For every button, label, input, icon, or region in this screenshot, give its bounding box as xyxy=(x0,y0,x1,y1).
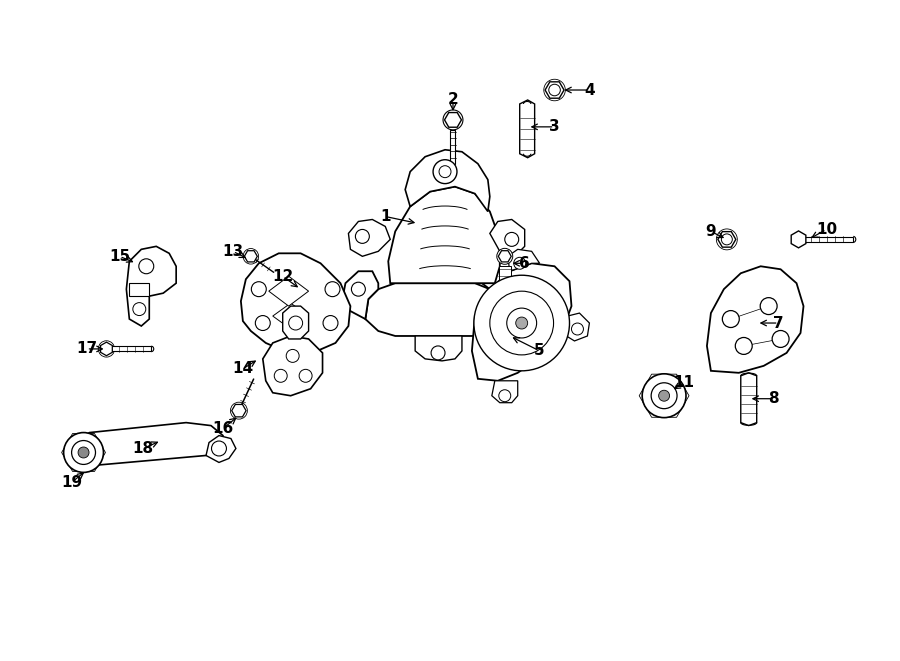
Circle shape xyxy=(544,79,565,100)
Polygon shape xyxy=(741,373,757,426)
Polygon shape xyxy=(130,283,149,296)
Polygon shape xyxy=(451,130,455,164)
Polygon shape xyxy=(491,381,518,403)
Text: 7: 7 xyxy=(773,315,784,330)
Text: 19: 19 xyxy=(61,475,82,490)
Circle shape xyxy=(243,249,258,264)
Text: 18: 18 xyxy=(132,441,154,456)
Polygon shape xyxy=(519,100,535,158)
Circle shape xyxy=(474,275,570,371)
Polygon shape xyxy=(273,303,309,329)
Text: 12: 12 xyxy=(272,269,293,284)
Circle shape xyxy=(289,316,302,330)
Polygon shape xyxy=(348,219,391,256)
Circle shape xyxy=(212,441,227,456)
Circle shape xyxy=(433,160,457,184)
Circle shape xyxy=(431,346,445,360)
Text: 14: 14 xyxy=(232,362,254,376)
Text: 17: 17 xyxy=(76,342,97,356)
Polygon shape xyxy=(405,150,490,212)
Circle shape xyxy=(323,315,338,330)
Polygon shape xyxy=(126,247,176,326)
Polygon shape xyxy=(415,336,462,361)
Circle shape xyxy=(133,303,146,315)
Circle shape xyxy=(64,432,104,473)
Circle shape xyxy=(643,374,686,418)
Polygon shape xyxy=(472,263,572,381)
Polygon shape xyxy=(69,422,223,469)
Text: 1: 1 xyxy=(380,209,391,224)
Circle shape xyxy=(256,315,270,330)
Text: 13: 13 xyxy=(222,244,244,259)
Polygon shape xyxy=(482,271,519,319)
Circle shape xyxy=(549,84,561,96)
Text: 11: 11 xyxy=(673,375,695,390)
Text: 10: 10 xyxy=(815,222,837,237)
Circle shape xyxy=(505,233,518,247)
Circle shape xyxy=(500,282,515,296)
Circle shape xyxy=(351,282,365,296)
Polygon shape xyxy=(499,266,510,291)
Circle shape xyxy=(499,390,510,402)
Circle shape xyxy=(516,317,527,329)
Circle shape xyxy=(514,257,526,269)
Polygon shape xyxy=(706,266,804,373)
Circle shape xyxy=(659,390,670,401)
Text: 15: 15 xyxy=(109,249,130,264)
Polygon shape xyxy=(562,313,590,341)
Polygon shape xyxy=(206,436,236,463)
Text: 9: 9 xyxy=(706,224,716,239)
Circle shape xyxy=(139,259,154,274)
Polygon shape xyxy=(798,237,853,242)
Circle shape xyxy=(251,282,266,297)
Circle shape xyxy=(356,229,369,243)
Circle shape xyxy=(497,249,513,264)
Circle shape xyxy=(772,330,789,348)
Circle shape xyxy=(299,369,312,382)
Text: 4: 4 xyxy=(584,83,595,98)
Circle shape xyxy=(490,291,554,355)
Circle shape xyxy=(98,341,114,357)
Circle shape xyxy=(286,350,299,362)
Polygon shape xyxy=(343,271,378,319)
Polygon shape xyxy=(106,346,151,352)
Circle shape xyxy=(443,110,463,130)
Circle shape xyxy=(722,234,733,245)
Polygon shape xyxy=(263,336,322,396)
Polygon shape xyxy=(365,283,502,336)
Circle shape xyxy=(735,338,752,354)
Circle shape xyxy=(760,297,777,315)
Text: 6: 6 xyxy=(519,256,530,271)
Polygon shape xyxy=(241,253,350,353)
Circle shape xyxy=(723,311,739,327)
Text: 16: 16 xyxy=(212,421,234,436)
Polygon shape xyxy=(508,249,540,271)
Circle shape xyxy=(274,369,287,382)
Circle shape xyxy=(230,402,248,419)
Circle shape xyxy=(652,383,677,408)
Circle shape xyxy=(507,308,536,338)
Circle shape xyxy=(572,323,583,335)
Polygon shape xyxy=(490,219,525,256)
Text: 3: 3 xyxy=(549,120,560,134)
Polygon shape xyxy=(269,276,309,306)
Text: 5: 5 xyxy=(535,344,544,358)
Polygon shape xyxy=(283,306,309,339)
Text: 8: 8 xyxy=(769,391,778,407)
Circle shape xyxy=(325,282,340,297)
Polygon shape xyxy=(388,186,500,283)
Circle shape xyxy=(439,166,451,178)
Circle shape xyxy=(78,447,89,458)
Circle shape xyxy=(72,440,95,465)
Text: 2: 2 xyxy=(447,93,458,108)
Circle shape xyxy=(716,229,737,250)
